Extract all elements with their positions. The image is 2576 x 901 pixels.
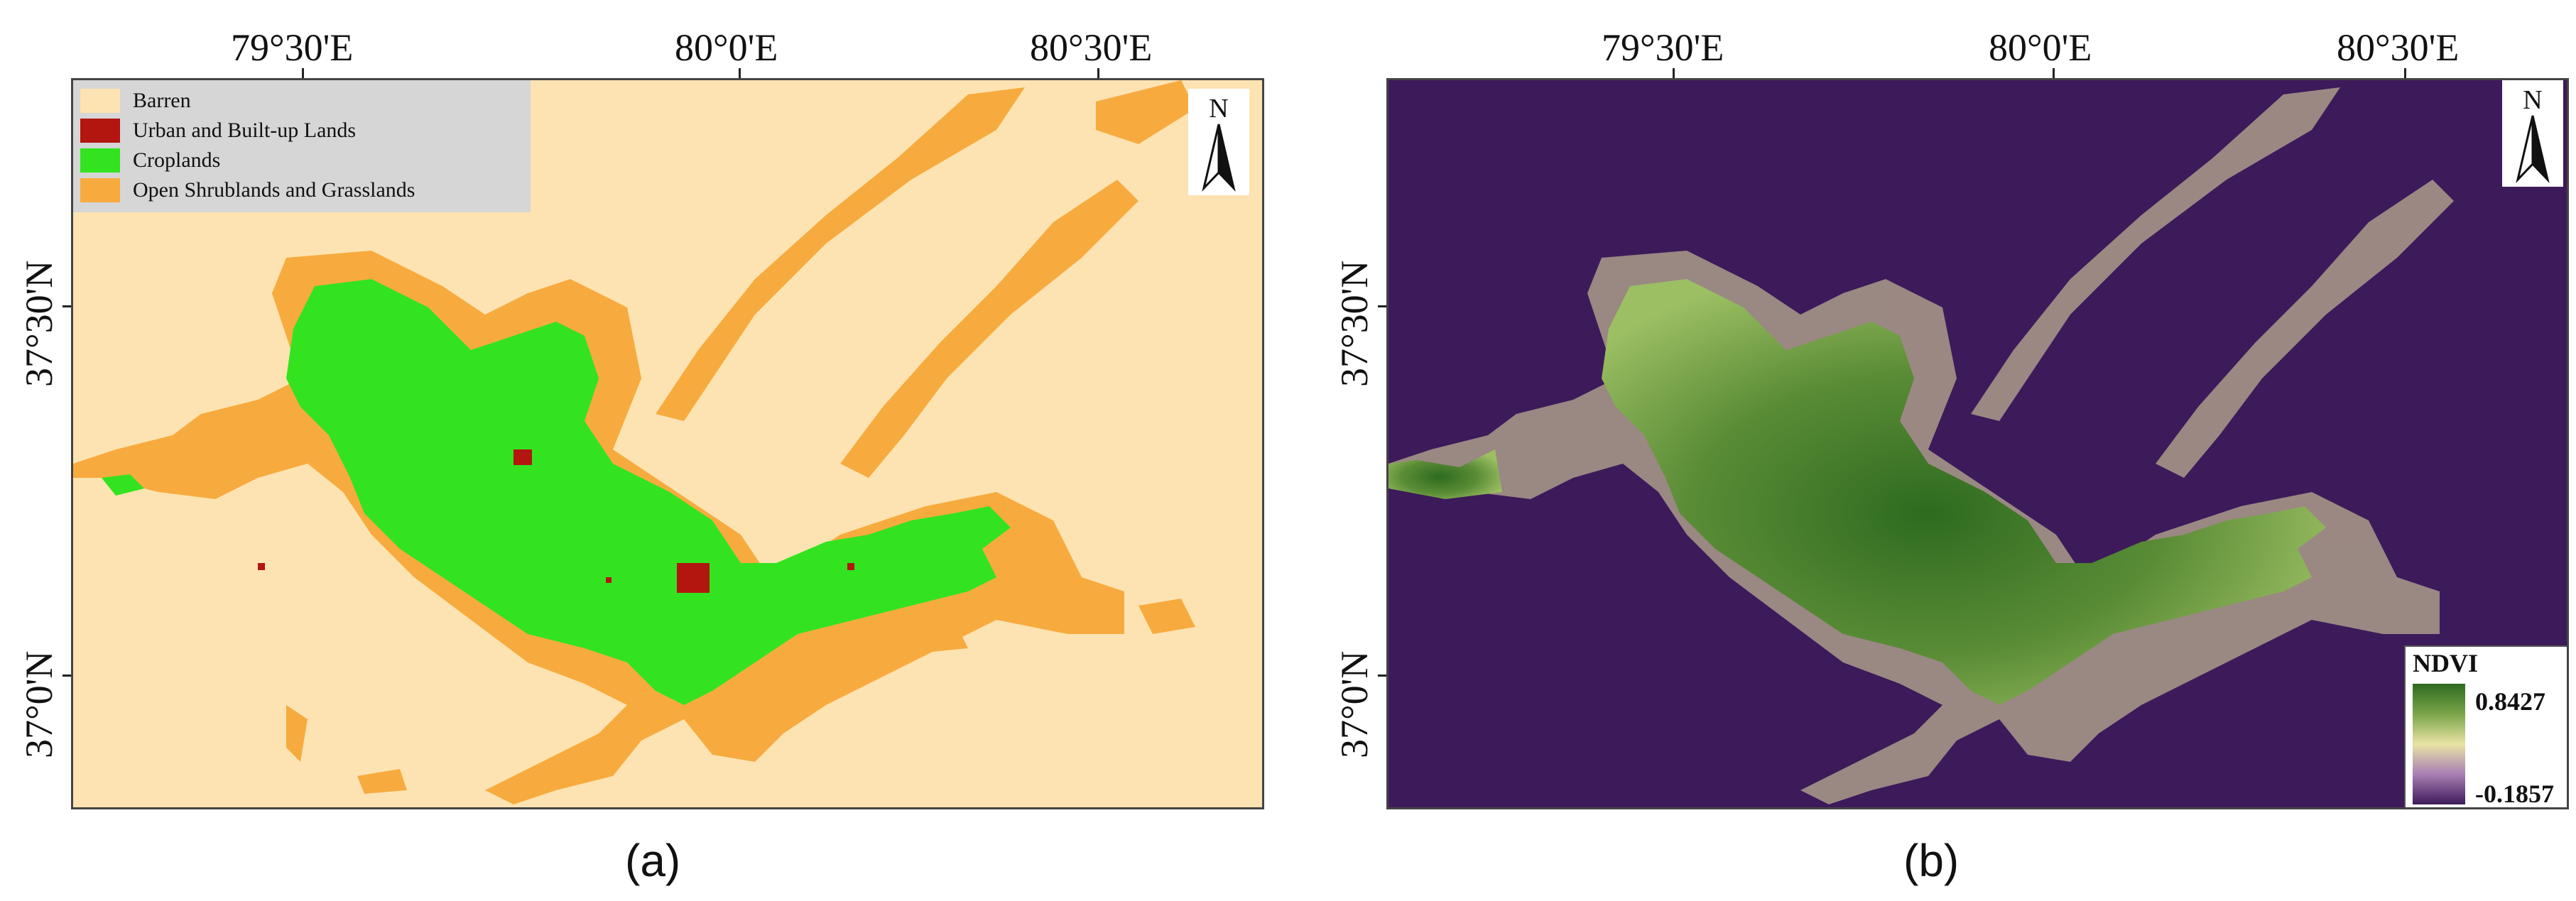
panel-caption: (b) xyxy=(1903,835,1960,886)
north-arrow: N xyxy=(2502,80,2563,187)
legend-item-croplands: Croplands xyxy=(80,146,521,175)
legend-item-shrublands: Open Shrublands and Grasslands xyxy=(80,175,521,205)
legend-item-urban: Urban and Built-up Lands xyxy=(80,116,521,146)
legend-label: Urban and Built-up Lands xyxy=(133,119,357,142)
lat-tick-mark xyxy=(63,305,72,307)
lon-tick-label-79-30: 79°30'E xyxy=(1602,26,1724,69)
ndvi-map-panel: 79°30'E 80°0'E 80°30'E 37°30'N 37°0'N xyxy=(1333,0,2576,901)
lon-tick-label-80-0: 80°0'E xyxy=(675,26,778,69)
north-label: N xyxy=(1209,94,1229,124)
lon-tick-mark xyxy=(1097,68,1099,78)
legend-swatch-barren xyxy=(80,89,120,113)
legend-swatch-croplands xyxy=(80,148,120,173)
colorbar-max-label: 0.8427 xyxy=(2475,687,2545,716)
ndvi-colorbar-legend: NDVI 0.8427 -0.1857 xyxy=(2404,645,2567,808)
lat-tick-mark xyxy=(1378,675,1388,677)
lon-tick-mark xyxy=(739,68,741,78)
lat-tick-label-37-30: 37°30'N xyxy=(18,260,60,387)
lon-tick-label-80-30: 80°30'E xyxy=(2337,26,2460,69)
ndvi-raster xyxy=(1388,80,2567,807)
lon-tick-mark xyxy=(2053,68,2055,78)
legend-label: Croplands xyxy=(133,148,221,172)
legend-label: Open Shrublands and Grasslands xyxy=(133,178,415,202)
lon-tick-mark xyxy=(2404,68,2406,78)
lat-tick-label-37-30: 37°30'N xyxy=(1333,260,1376,387)
lon-tick-label-80-30: 80°30'E xyxy=(1030,26,1153,69)
colorbar-title: NDVI xyxy=(2413,649,2479,677)
ndvi-color-ramp xyxy=(2413,684,2465,804)
north-label: N xyxy=(2523,85,2543,115)
lat-tick-label-37-0: 37°0'N xyxy=(18,650,60,758)
lon-tick-mark xyxy=(302,68,304,78)
legend-label: Barren xyxy=(133,89,191,112)
lat-tick-mark xyxy=(1378,305,1388,307)
north-arrow: N xyxy=(1188,89,1249,195)
north-arrow-icon xyxy=(1202,124,1236,192)
north-arrow-icon xyxy=(2516,115,2550,184)
panel-caption: (a) xyxy=(625,835,681,886)
lon-tick-label-79-30: 79°30'E xyxy=(231,26,354,69)
land-cover-legend: Barren Urban and Built-up Lands Cropland… xyxy=(73,80,531,212)
ndvi-map: N NDVI 0.8427 -0.1857 xyxy=(1386,78,2569,809)
land-cover-map-panel: 79°30'E 80°0'E 80°30'E 37°30'N 37°0'N xyxy=(0,0,1278,901)
lat-tick-label-37-0: 37°0'N xyxy=(1333,650,1376,758)
legend-swatch-shrublands xyxy=(80,178,120,202)
lon-tick-label-80-0: 80°0'E xyxy=(1989,26,2092,69)
land-cover-map: Barren Urban and Built-up Lands Cropland… xyxy=(71,78,1264,809)
legend-swatch-urban xyxy=(80,119,120,143)
lon-tick-mark xyxy=(1673,68,1675,78)
colorbar-min-label: -0.1857 xyxy=(2475,780,2554,808)
legend-item-barren: Barren xyxy=(80,86,521,116)
lat-tick-mark xyxy=(63,675,72,677)
